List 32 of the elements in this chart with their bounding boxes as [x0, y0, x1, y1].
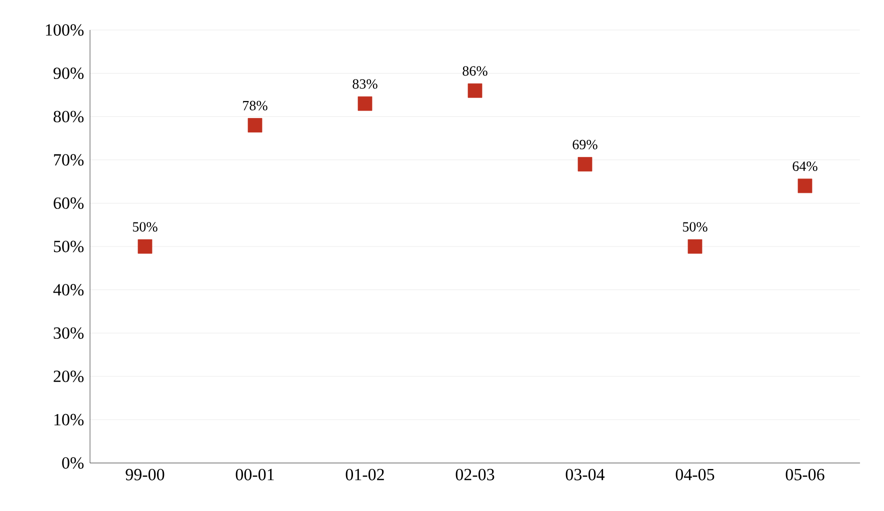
y-tick-label: 0% — [62, 457, 84, 469]
data-label: 64% — [792, 162, 818, 172]
x-tick-label: 99-00 — [126, 468, 164, 480]
y-tick-label: 20% — [54, 370, 84, 382]
y-tick-label: 50% — [54, 240, 84, 252]
x-tick-label: 05-06 — [786, 468, 824, 480]
y-tick-label: 30% — [54, 327, 84, 339]
x-tick-label: 00-01 — [236, 468, 274, 480]
y-tick-label: 70% — [54, 154, 84, 166]
y-tick-label: 100% — [46, 24, 84, 36]
point — [358, 96, 372, 111]
data-label: 69% — [572, 140, 598, 150]
point — [248, 118, 262, 132]
point — [578, 157, 592, 172]
point — [138, 239, 152, 254]
x-tick-label: 03-04 — [566, 468, 605, 480]
point — [798, 178, 812, 194]
y-tick-label: 90% — [54, 68, 84, 80]
data-label: 78% — [243, 100, 268, 110]
y-tick-label: 10% — [54, 414, 84, 426]
y-tick-label: 80% — [54, 110, 84, 122]
data-label: 50% — [682, 222, 708, 232]
data-label: 50% — [132, 222, 158, 232]
point — [468, 83, 482, 98]
x-tick-label: 01-02 — [346, 468, 384, 480]
data-label: 86% — [462, 66, 488, 76]
data-label: 83% — [352, 79, 378, 89]
x-tick-label: 04-05 — [676, 468, 714, 480]
x-tick-label: 02-03 — [456, 468, 494, 480]
y-tick-label: 60% — [54, 197, 84, 209]
point — [688, 239, 702, 254]
y-tick-label: 40% — [53, 284, 84, 296]
